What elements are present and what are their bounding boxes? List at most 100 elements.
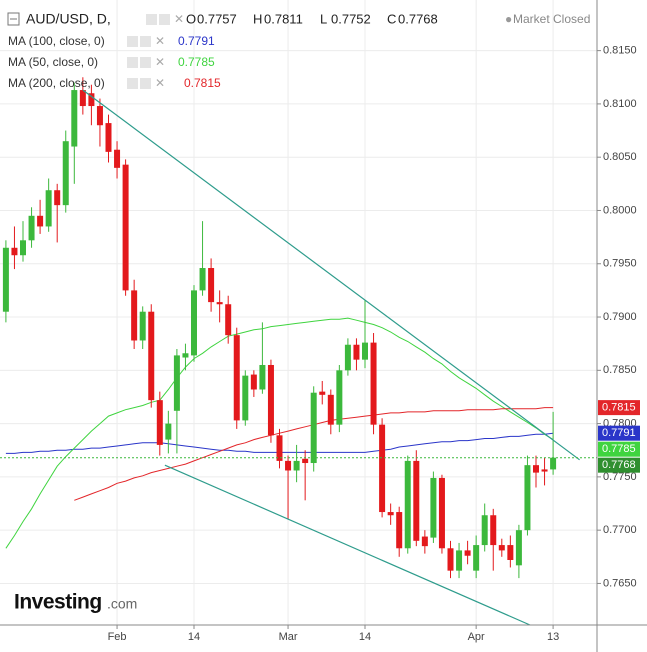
candle-body (421, 536, 428, 547)
candle-body (396, 512, 403, 549)
candle-body (438, 477, 445, 549)
y-tick-label: 0.7700 (603, 524, 637, 536)
candle-body (79, 90, 86, 107)
candle-body (54, 190, 61, 206)
y-tick-label: 0.8100 (603, 98, 637, 110)
x-tick-label: 14 (359, 631, 371, 643)
price-tags: 0.7815 0.7791 0.7785 0.7768 (598, 400, 640, 473)
price-tag-label: 0.7768 (602, 459, 636, 471)
y-tick-label: 0.7650 (603, 577, 637, 589)
candle-body (259, 364, 266, 390)
x-tick-label: Apr (468, 631, 485, 643)
candle-body (533, 465, 539, 473)
indicator-icon[interactable] (140, 36, 151, 47)
price-tag (598, 400, 640, 416)
collapse-icon[interactable] (7, 12, 20, 26)
plot (0, 77, 597, 626)
candle-body (208, 268, 215, 303)
candle-body (430, 477, 437, 538)
candle-body (327, 394, 334, 425)
legend-value: 0.7815 (184, 76, 221, 90)
legend-label: MA (200, close, 0) (8, 76, 105, 90)
price-tag-label: 0.7785 (602, 443, 636, 455)
candle-body (285, 460, 292, 471)
candle-body (199, 268, 206, 291)
candle-body (473, 545, 480, 571)
logo-brand: Investing (14, 591, 102, 614)
candle-body (498, 545, 505, 551)
price-tag (598, 457, 640, 473)
ohlc-label: L (320, 11, 327, 26)
candle-body (336, 370, 343, 425)
candle-body (456, 550, 463, 571)
indicator-icon[interactable] (146, 14, 157, 25)
candle-body (225, 304, 232, 336)
indicator-icon[interactable] (127, 78, 138, 89)
candle-body (515, 530, 522, 566)
candle-body (319, 391, 326, 395)
logo-suffix: .com (107, 596, 137, 612)
legend-value: 0.7785 (178, 55, 215, 69)
candle-body (490, 515, 497, 546)
trendline (82, 89, 580, 461)
candle-body (524, 465, 531, 531)
candle-body (276, 435, 283, 461)
candle-body (362, 342, 368, 360)
indicator-icon[interactable] (127, 36, 138, 47)
candle-body (156, 400, 163, 445)
candle-body (105, 123, 112, 152)
x-tick-label: Mar (279, 631, 298, 643)
ohlc-value: 0.7768 (398, 11, 438, 26)
indicator-icon[interactable] (127, 57, 138, 68)
legend-label: MA (50, close, 0) (8, 55, 98, 69)
y-tick-label: 0.8050 (603, 151, 637, 163)
candle-body (122, 164, 129, 291)
ma-line (5, 317, 554, 549)
candle-body (45, 190, 52, 227)
candle-body (481, 515, 488, 546)
chart-title: AUD/USD, D, (26, 11, 111, 27)
x-tick-label: 13 (547, 631, 559, 643)
indicator-remove: ✕ (155, 55, 165, 69)
candle-body (216, 302, 223, 305)
indicator-remove: ✕ (155, 76, 165, 90)
candle-body (11, 247, 18, 256)
indicator-icon[interactable] (140, 57, 151, 68)
y-tick-label: 0.8150 (603, 45, 637, 57)
candle-body (131, 290, 138, 341)
candle-body (413, 460, 420, 541)
ohlc-label: O (186, 11, 196, 26)
candle-body (250, 374, 257, 390)
y-tick-label: 0.8000 (603, 204, 637, 216)
market-status: Market Closed (513, 12, 590, 26)
candle-body (148, 311, 155, 401)
candle-body (541, 469, 548, 472)
candle-body (20, 240, 26, 256)
y-tick-label: 0.7850 (603, 364, 637, 376)
candle-body (267, 364, 274, 436)
y-tick-label: 0.7750 (603, 471, 637, 483)
legend-label: MA (100, close, 0) (8, 34, 105, 48)
ohlc-value: 0.7757 (197, 11, 237, 26)
candle-body (88, 93, 95, 107)
price-tag-label: 0.7815 (602, 402, 636, 414)
candle-body (242, 375, 249, 421)
candle-body (2, 247, 9, 312)
legend-value: 0.7791 (178, 34, 215, 48)
candle-body (293, 460, 300, 471)
candle-body (71, 90, 78, 147)
candle-body (379, 424, 386, 513)
candle-body (387, 512, 394, 516)
ohlc-label: H (253, 11, 262, 26)
ohlc-value: 0.7752 (331, 11, 371, 26)
ohlc-label: C (387, 11, 396, 26)
candle-body (302, 458, 309, 464)
candle-body (62, 141, 69, 206)
indicator-remove: ✕ (155, 34, 165, 48)
indicator-icon[interactable] (140, 78, 151, 89)
candle-body (233, 335, 240, 421)
indicator-icon[interactable] (159, 14, 170, 25)
y-tick-label: 0.7950 (603, 258, 637, 270)
